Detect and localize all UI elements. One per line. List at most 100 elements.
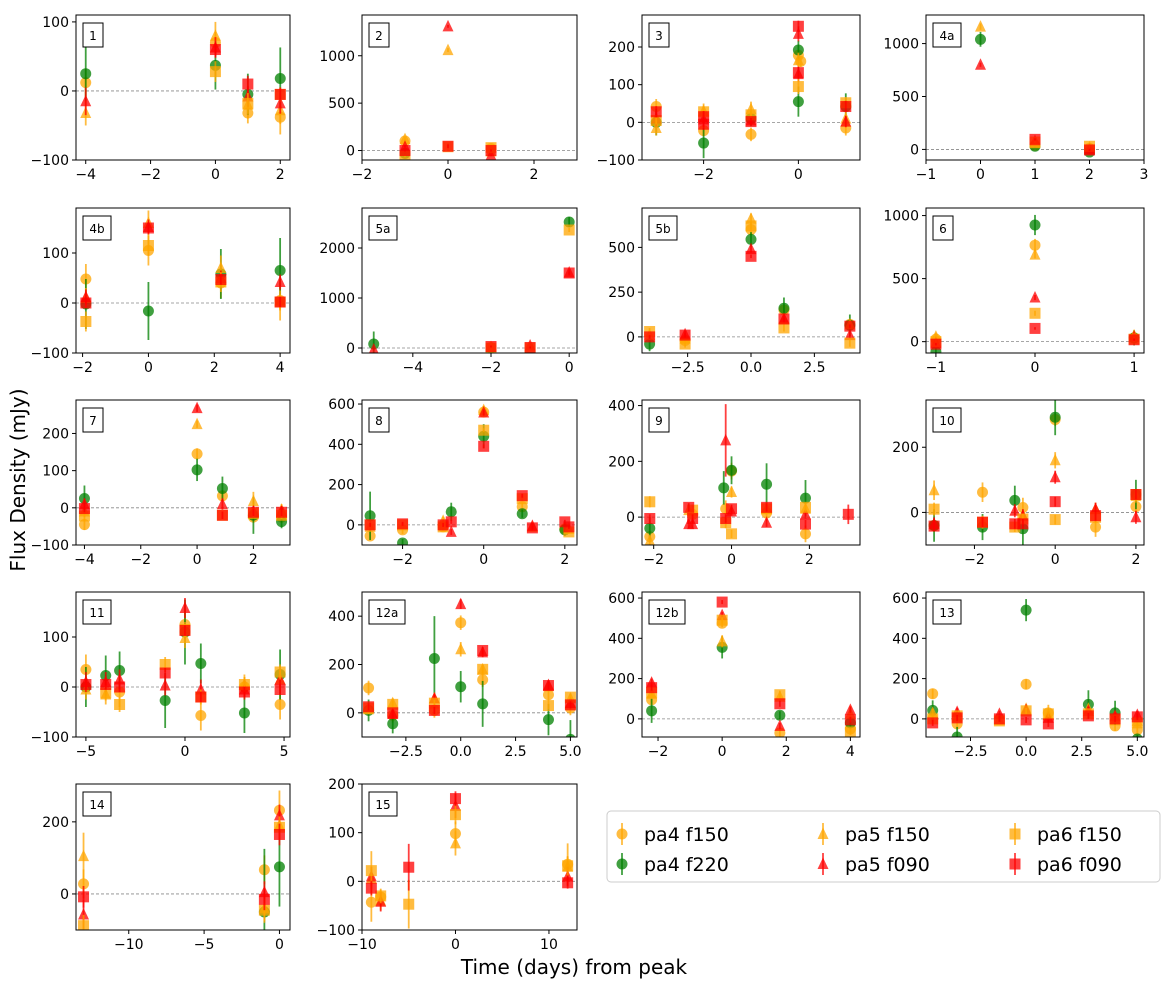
data-point-pa6f090	[844, 714, 856, 726]
marker-circle	[726, 464, 738, 476]
data-point-pa6f090	[274, 684, 286, 695]
legend-marker-circle	[616, 858, 628, 870]
data-point-pa6f150	[375, 888, 387, 904]
marker-circle	[364, 510, 376, 522]
x-tick-label: 0.0	[740, 360, 762, 376]
panel-label-box	[82, 791, 112, 817]
x-tick-label: 0	[794, 167, 803, 183]
marker-square	[844, 726, 856, 737]
data-points	[399, 19, 497, 160]
marker-square	[928, 520, 940, 532]
marker-square	[745, 250, 757, 262]
y-tick-label: 0	[626, 115, 635, 131]
marker-triangle	[644, 534, 655, 545]
data-point-pa6f150	[716, 614, 728, 626]
data-point-pa6f150	[774, 689, 786, 701]
marker-square	[542, 700, 554, 712]
data-point-pa5f090	[720, 404, 732, 477]
marker-triangle	[78, 849, 90, 862]
marker-square	[644, 513, 656, 525]
marker-square	[792, 81, 804, 93]
marker-square	[698, 118, 710, 130]
y-tick-label: 200	[328, 658, 355, 674]
data-point-pa6f150	[562, 856, 574, 876]
panel-label: 11	[89, 606, 104, 620]
data-point-pa6f150	[644, 496, 656, 508]
x-tick-label: 2	[805, 552, 814, 568]
marker-triangle	[445, 525, 457, 537]
marker-square	[800, 518, 811, 530]
data-point-pa5f090	[191, 401, 203, 414]
legend-marker-square	[1009, 858, 1021, 870]
data-point-pa6f090	[840, 100, 852, 113]
legend-entry-pa4f220: pa4 f220	[616, 853, 729, 876]
data-point-pa6f090	[276, 506, 288, 518]
data-point-pa6f090	[215, 274, 227, 285]
marker-square	[78, 510, 90, 522]
data-point-pa6f090	[364, 519, 376, 531]
marker-square	[716, 614, 728, 626]
panel-label-box	[932, 22, 962, 48]
data-point-pa4f220	[1020, 599, 1032, 622]
marker-square	[403, 898, 415, 910]
marker-square	[562, 877, 574, 889]
x-tick-label: −2	[72, 360, 93, 376]
marker-circle	[745, 128, 757, 140]
x-tick-label: −2.5	[953, 744, 987, 760]
subplot-8: −2 0 2 0 200 400 600 8	[328, 397, 578, 568]
panel-label: 15	[375, 798, 390, 812]
data-point-pa6f150	[80, 311, 92, 332]
data-point-pa6f150	[142, 235, 154, 256]
marker-circle	[78, 878, 90, 890]
data-point-pa6f090	[216, 509, 228, 521]
y-tick-label: 400	[892, 631, 919, 647]
subplot-5a: −4 −2 0 0 1000 2000 5a	[319, 207, 578, 376]
data-point-pa6f150	[650, 114, 662, 126]
marker-triangle	[774, 719, 786, 731]
x-tick-label: 0	[1051, 552, 1060, 568]
marker-square	[477, 644, 489, 656]
marker-circle	[1009, 494, 1021, 506]
data-point-pa5f090	[1130, 510, 1142, 524]
legend-label: pa4 f220	[644, 854, 729, 876]
marker-triangle	[442, 43, 454, 56]
data-point-pa4f220	[364, 491, 376, 540]
data-points	[78, 401, 288, 534]
marker-square	[363, 701, 375, 713]
panel-label: 13	[939, 606, 954, 620]
subplot-5b: −2.5 0.0 2.5 0 250 500 5b	[608, 207, 861, 376]
data-point-pa6f090	[363, 701, 375, 713]
data-points	[80, 598, 286, 733]
data-point-pa6f090	[1029, 322, 1041, 334]
marker-triangle	[449, 836, 461, 849]
x-tick-label: −1	[916, 167, 937, 183]
data-point-pa6f090	[179, 625, 191, 636]
legend-entry-pa6f090: pa6 f090	[1009, 853, 1122, 876]
data-point-pa5f090	[844, 328, 856, 341]
subplot-11: −5 0 5 −100 0 100 11	[31, 591, 291, 760]
data-points	[927, 599, 1143, 737]
marker-square	[745, 109, 757, 121]
subplot-12b: −2 0 2 4 0 200 400 600 12b	[608, 591, 861, 760]
marker-triangle	[792, 27, 804, 39]
subplot-4a: −1 0 1 2 3 0 500 1000 4a	[883, 14, 1148, 183]
x-tick-label: 0	[479, 552, 488, 568]
axes-frame	[641, 591, 861, 738]
data-point-pa6f090	[930, 338, 942, 350]
y-tick-label: −100	[31, 346, 69, 362]
marker-square	[778, 313, 790, 325]
marker-circle	[761, 478, 773, 490]
marker-square	[365, 882, 377, 894]
data-points	[365, 791, 574, 929]
marker-square	[478, 424, 490, 436]
data-point-pa6f090	[928, 520, 940, 532]
marker-triangle	[650, 121, 662, 133]
marker-square	[928, 503, 940, 515]
data-point-pa6f090	[745, 116, 757, 128]
marker-square	[159, 667, 171, 679]
panel-label-box	[368, 215, 398, 241]
marker-square	[1109, 713, 1121, 725]
data-point-pa6f090	[1049, 496, 1061, 508]
x-tick-label: 0	[976, 167, 985, 183]
